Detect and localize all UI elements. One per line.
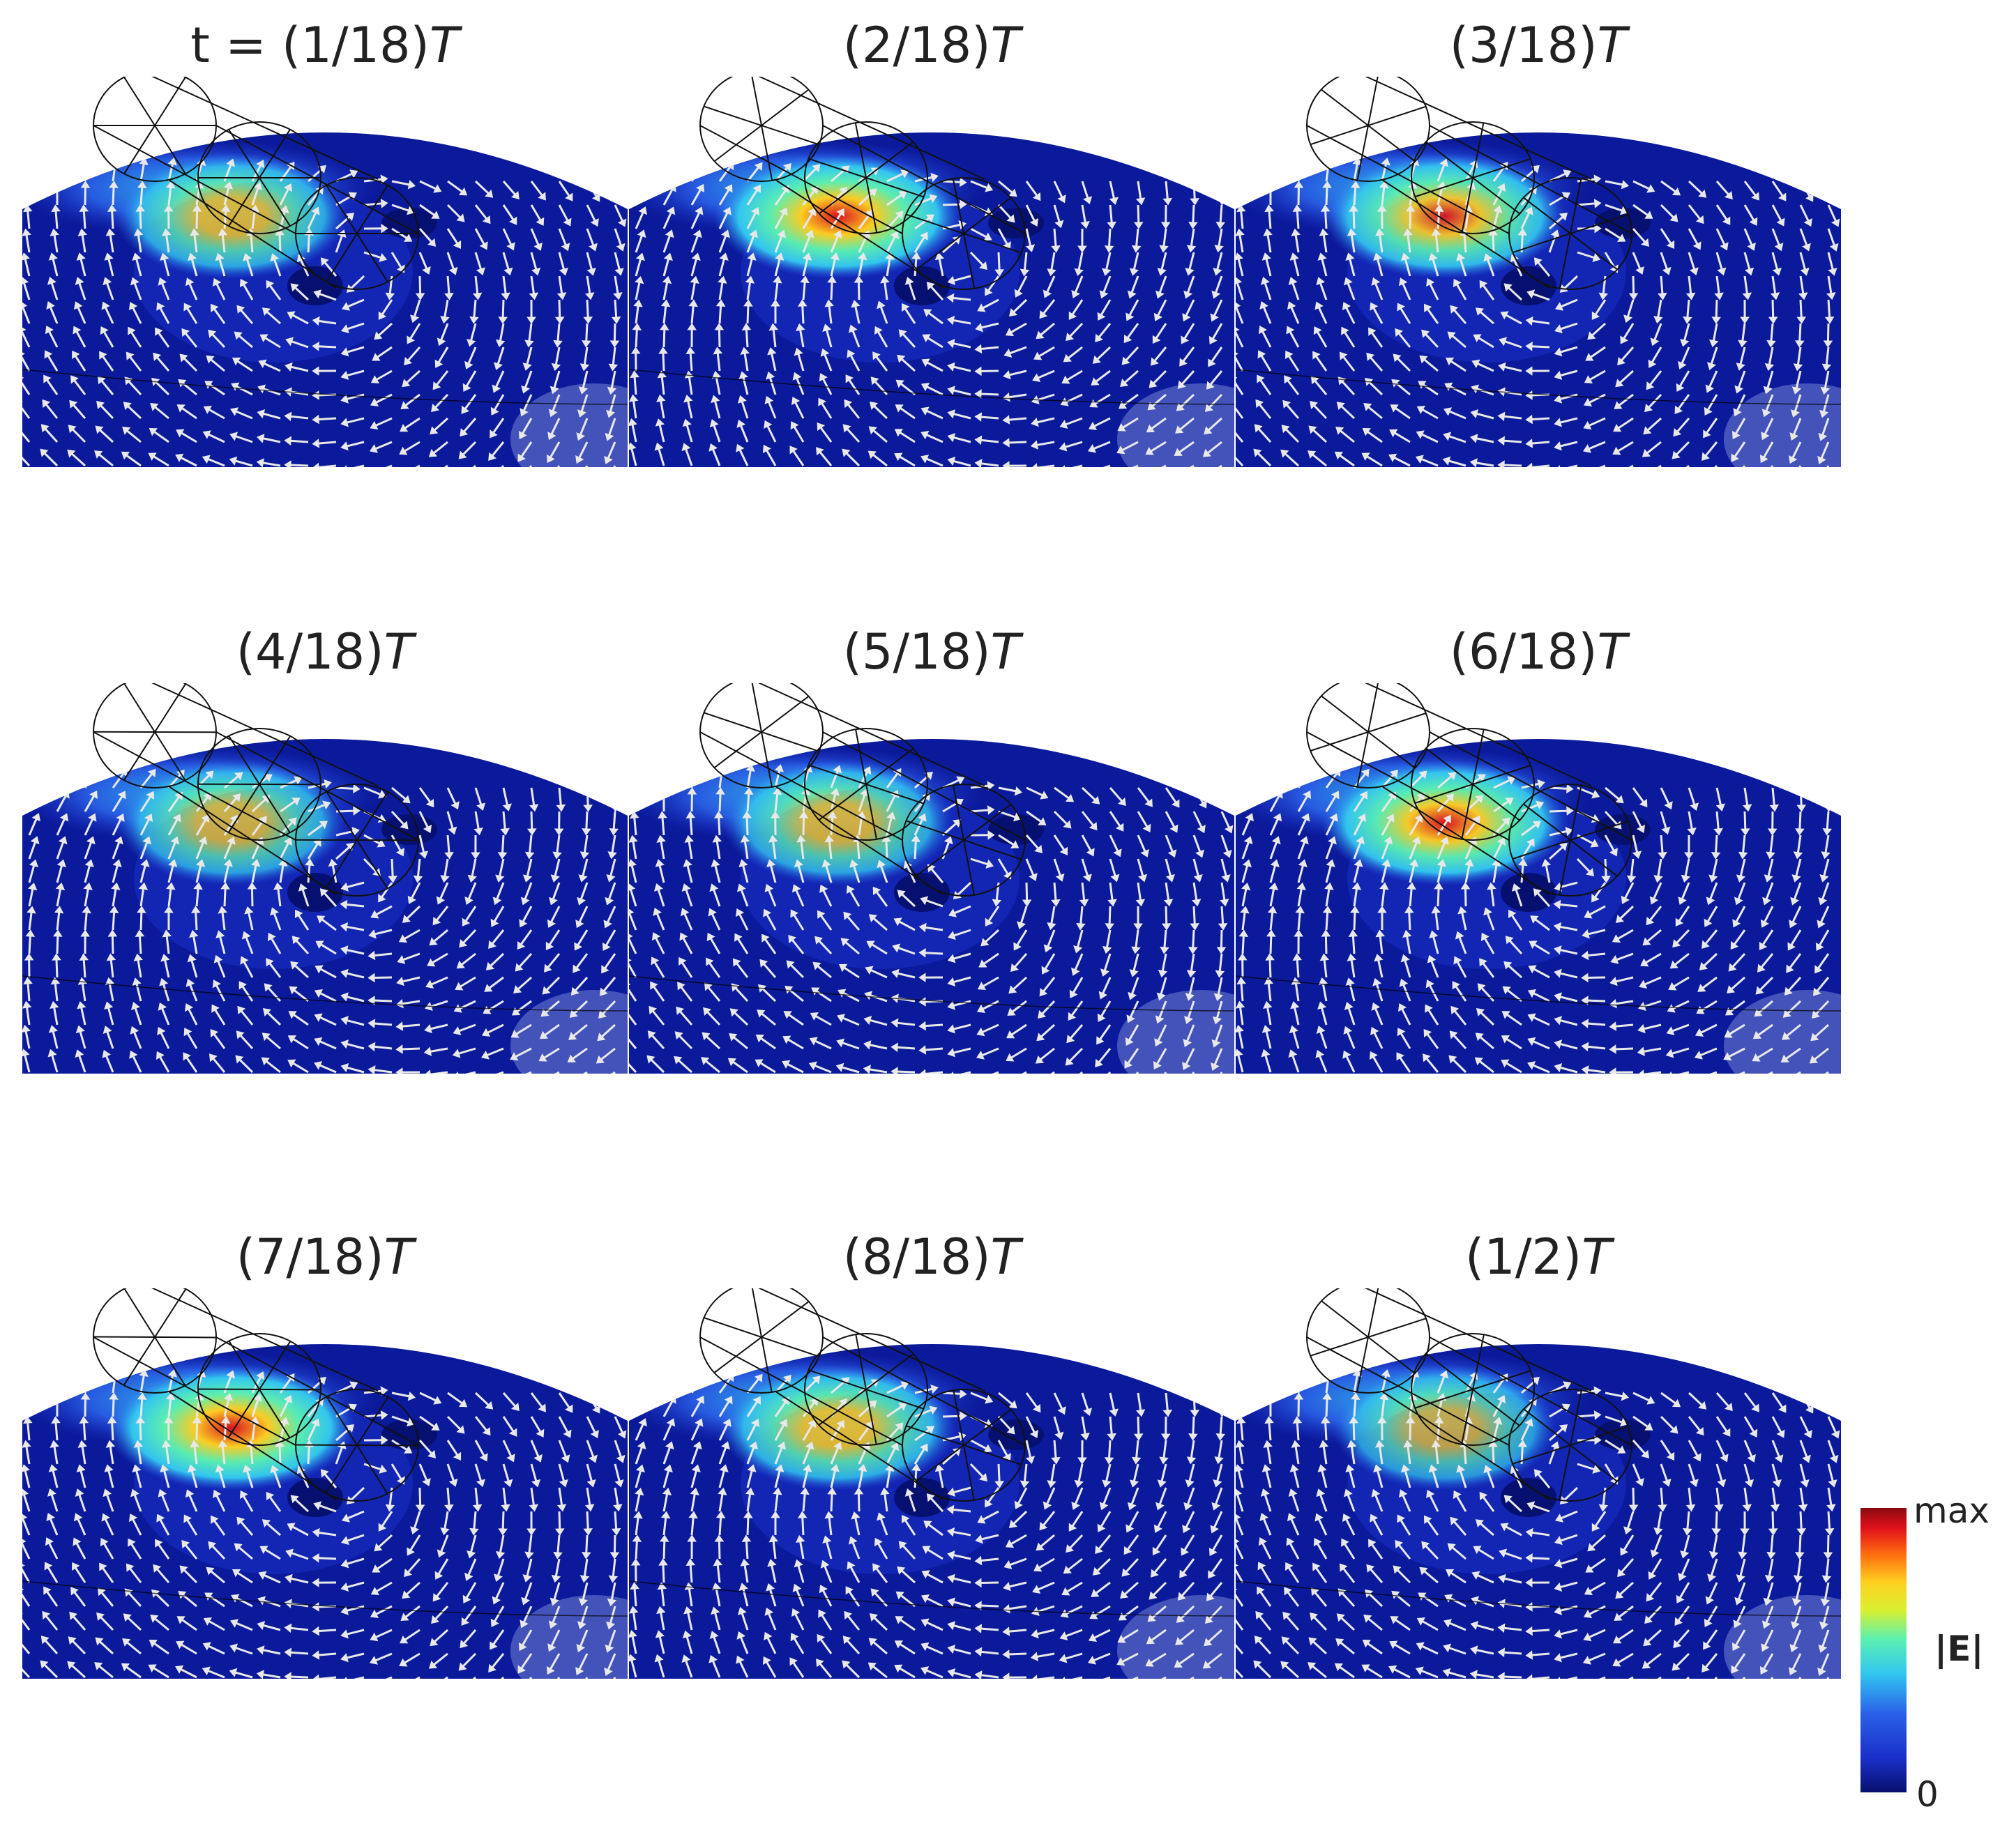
panel-title-fraction: (1/18) [282,17,430,74]
panel-title-symbol: T [429,17,460,74]
panel-title-prefix: t = [190,17,282,74]
colorbar [1860,1508,1907,1792]
panel-title-6: (6/18)T [1236,620,1841,683]
field-plot [22,683,628,1074]
panel-title-symbol: T [384,1228,414,1286]
field-plot [629,683,1234,1074]
colorbar-max-label: max [1913,1491,1990,1531]
panel-title-symbol: T [990,1228,1021,1286]
panel-title-1: t = (1/18)T [22,14,628,77]
field-plot [1236,77,1841,467]
field-panel-5 [629,683,1234,1074]
field-panel-3 [1236,77,1841,467]
field-plot [22,77,628,467]
panel-title-fraction: (8/18) [842,1228,991,1286]
panel-title-fraction: (6/18) [1449,623,1598,680]
panel-title-symbol: T [384,623,414,680]
panel-title-2: (2/18)T [629,14,1234,77]
field-plot [629,1288,1234,1679]
field-panel-2 [629,77,1234,467]
panel-title-4: (4/18)T [22,620,628,683]
panel-title-fraction: (7/18) [236,1228,384,1286]
field-plot [22,1288,628,1679]
panel-title-fraction: (4/18) [236,623,384,680]
field-panel-9 [1236,1288,1841,1679]
field-panel-1 [22,77,628,467]
panel-title-9: (1/2)T [1236,1226,1841,1288]
colorbar-quantity-label: |E| [1934,1629,1984,1669]
panel-title-3: (3/18)T [1236,14,1841,77]
panel-title-symbol: T [990,17,1021,74]
panel-title-symbol: T [1582,1228,1612,1286]
panel-title-symbol: T [1597,17,1628,74]
field-panel-7 [22,1288,628,1679]
panel-title-7: (7/18)T [22,1226,628,1288]
colorbar-min-label: 0 [1916,1774,1939,1815]
panel-title-8: (8/18)T [629,1226,1234,1288]
panel-title-symbol: T [990,623,1021,680]
field-plot [629,77,1234,467]
field-panel-8 [629,1288,1234,1679]
panel-title-fraction: (1/2) [1464,1228,1582,1286]
panel-title-fraction: (2/18) [842,17,991,74]
field-panel-4 [22,683,628,1074]
field-plot [1236,683,1841,1074]
panel-title-symbol: T [1597,623,1628,680]
field-panel-6 [1236,683,1841,1074]
panel-title-5: (5/18)T [629,620,1234,683]
panel-title-fraction: (5/18) [842,623,991,680]
field-plot [1236,1288,1841,1679]
panel-title-fraction: (3/18) [1449,17,1598,74]
